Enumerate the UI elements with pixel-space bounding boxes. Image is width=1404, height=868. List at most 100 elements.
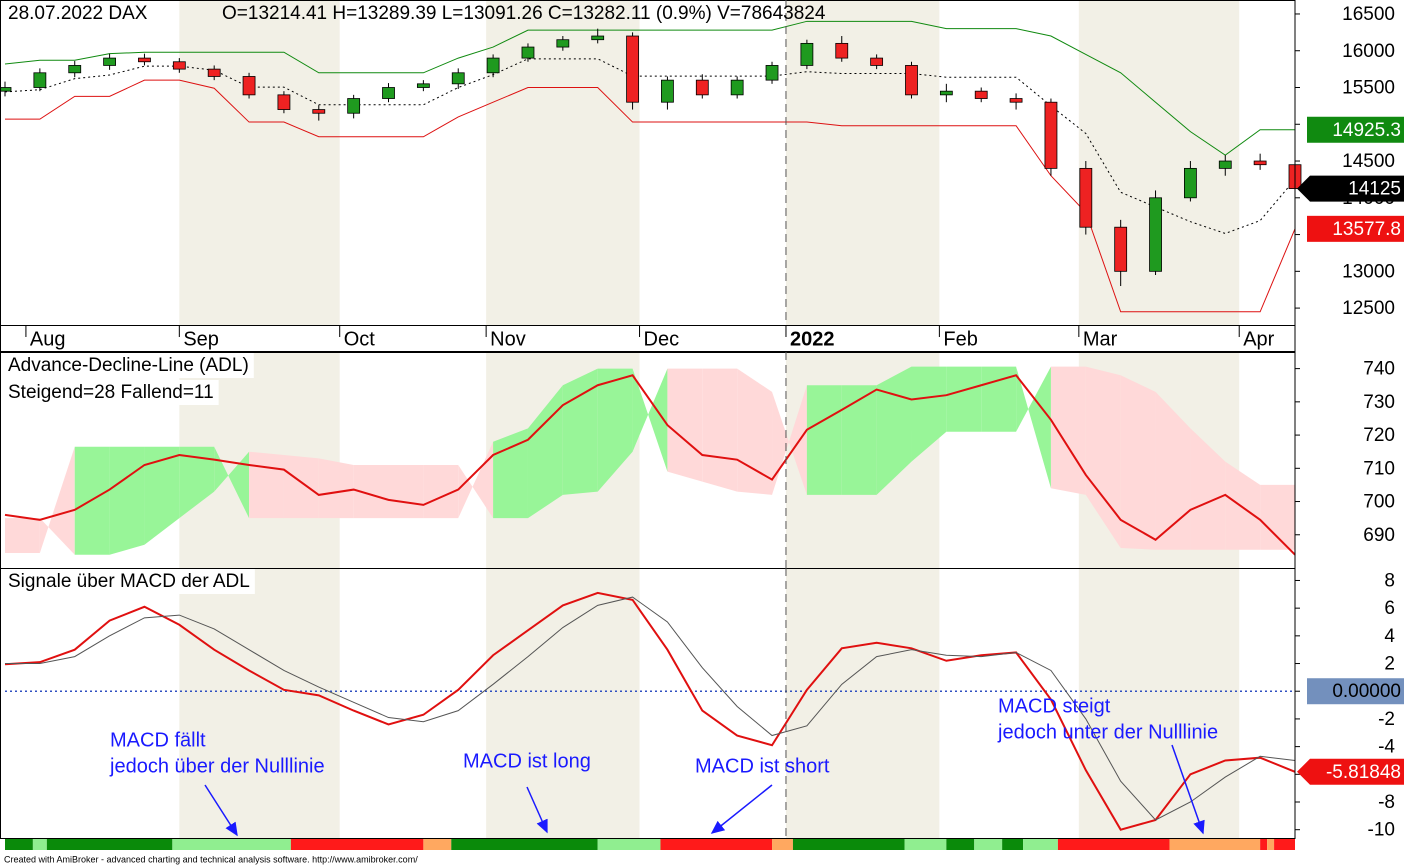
title-background	[5, 569, 255, 595]
candle-body	[33, 72, 47, 88]
signal-strip	[451, 838, 598, 850]
x-tick-label: Sep	[183, 328, 219, 350]
cloud	[1155, 391, 1191, 550]
annotation: MACD ist long	[463, 750, 591, 772]
x-tick-label: Apr	[1243, 328, 1274, 350]
candle-body	[556, 39, 570, 48]
candle-body	[870, 57, 884, 66]
signal-strip	[46, 838, 173, 850]
y-tick-label: 12500	[1342, 298, 1395, 319]
x-tick-label: Dec	[644, 328, 680, 350]
candle-body	[207, 68, 221, 77]
y-tick-label: 13000	[1342, 261, 1395, 282]
annotation-arrow	[1171, 744, 1205, 835]
cloud	[1260, 484, 1295, 550]
cloud	[109, 446, 145, 555]
y-tick-label: 15500	[1342, 78, 1395, 99]
candle-body	[242, 76, 256, 96]
value-badge-label: 14925.3	[1332, 120, 1401, 141]
cloud	[1016, 366, 1051, 489]
cloud	[283, 455, 319, 519]
signal-strip	[772, 838, 793, 850]
candle-body	[138, 57, 151, 63]
cloud	[1190, 428, 1226, 550]
x-tick-label: Aug	[30, 328, 66, 350]
month-band	[486, 568, 640, 838]
chart-subtitle: Steigend=28 Fallend=11	[8, 382, 214, 403]
signal-strip	[946, 838, 975, 850]
y-tick-label: 710	[1363, 458, 1395, 479]
chart-title: Advance-Decline-Line (ADL)	[8, 355, 249, 376]
annotation-arrow	[204, 784, 238, 837]
candle-body	[1079, 167, 1093, 228]
title-background	[5, 380, 219, 406]
signal-strip	[1169, 838, 1261, 850]
cloud	[1120, 375, 1156, 550]
cloud	[318, 458, 354, 519]
month-band	[179, 0, 340, 325]
cloud	[1225, 461, 1261, 550]
chart-title: 28.07.2022 DAX	[8, 3, 148, 24]
value-badge	[1297, 175, 1404, 202]
y-tick-label: 0.00000	[1332, 681, 1401, 702]
x-tick-label: Oct	[344, 328, 376, 350]
signal-strip	[792, 838, 905, 850]
panel-frame	[0, 568, 1296, 839]
cloud	[458, 441, 494, 519]
candle-body	[277, 94, 291, 110]
cloud	[388, 464, 424, 519]
cloud	[911, 366, 947, 462]
signal-strip	[1260, 838, 1268, 850]
signal-strip	[5, 838, 33, 850]
candle-body	[1218, 160, 1232, 169]
candle-body	[730, 79, 744, 96]
annotation: jedoch unter der Nulllinie	[997, 721, 1218, 743]
candle-body	[661, 79, 674, 103]
signal-strip	[597, 838, 661, 850]
y-tick-label: 6	[1384, 598, 1395, 619]
series-line	[4, 374, 1296, 556]
x-tick-label: Nov	[490, 328, 526, 350]
signal-strip	[974, 838, 1003, 850]
candle-body	[765, 65, 779, 81]
cloud	[353, 464, 389, 519]
title-background	[5, 353, 254, 379]
cloud	[632, 368, 668, 472]
signal-strip	[290, 838, 424, 850]
cloud	[841, 385, 877, 495]
y-tick-label: 8	[1384, 570, 1395, 591]
signal-strip	[1057, 838, 1170, 850]
x-tick-label: 2022	[790, 328, 835, 350]
candle-body	[172, 61, 186, 70]
signal-strip	[32, 838, 47, 850]
candle-body	[974, 90, 988, 99]
signal-strip	[1023, 838, 1058, 850]
month-band	[1078, 568, 1240, 838]
annotation: MACD steigt	[998, 695, 1111, 717]
candle-body	[1184, 167, 1197, 199]
cloud	[667, 368, 703, 482]
cloud	[423, 464, 459, 519]
cloud	[5, 518, 40, 554]
signal-strip	[1002, 838, 1024, 850]
y-tick-label: 16000	[1342, 41, 1395, 62]
candle-body	[347, 98, 361, 114]
cloud	[1050, 366, 1086, 495]
footer: Created with AmiBroker - advanced charti…	[4, 854, 418, 864]
cloud	[946, 366, 982, 432]
cloud	[876, 366, 912, 495]
cloud	[144, 446, 180, 545]
y-tick-label: -8	[1378, 792, 1395, 813]
month-band	[179, 568, 340, 838]
cloud	[1085, 366, 1121, 549]
series-line	[4, 591, 1296, 831]
series-line	[4, 20, 1295, 156]
value-badge	[1297, 758, 1404, 785]
y-tick-label: -4	[1378, 737, 1395, 758]
signal-strip	[1267, 838, 1275, 850]
value-badge	[1307, 116, 1404, 143]
cloud	[597, 368, 633, 492]
annotation: jedoch über der Nulllinie	[109, 755, 325, 777]
cloud	[39, 446, 75, 555]
